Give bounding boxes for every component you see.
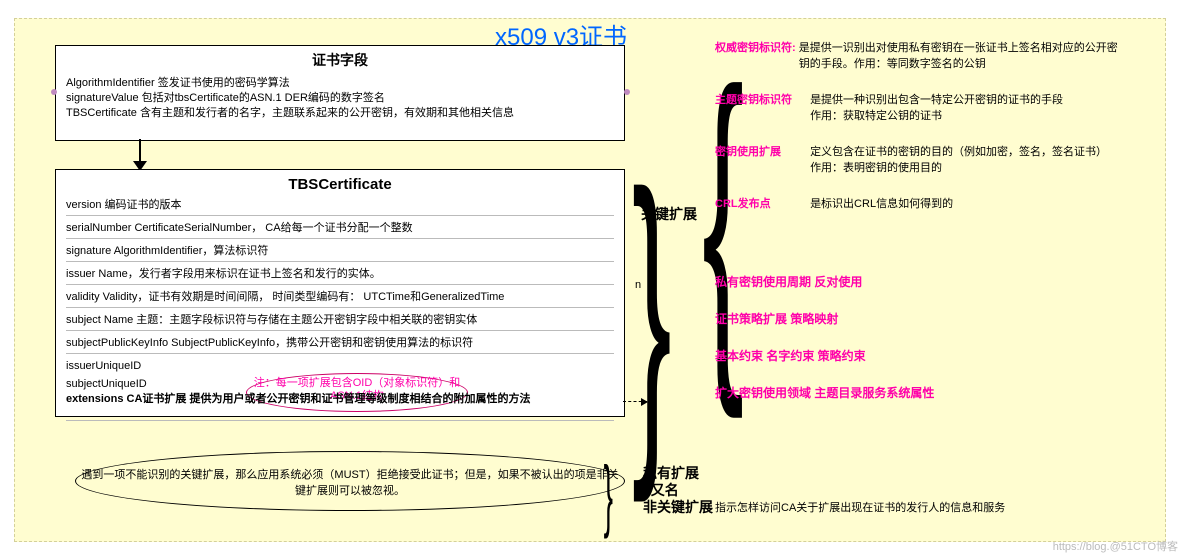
tbs-r5: validity Validity，证书有效期是时间间隔， 时间类型编码有： U…	[66, 288, 614, 304]
ext4-text: 是标识出CRL信息如何得到的	[810, 195, 1130, 211]
tbs-box: TBSCertificate version 编码证书的版本 serialNum…	[55, 169, 625, 417]
cert-fields-line2: signatureValue 包括对tbsCertificate的ASN.1 D…	[66, 91, 614, 106]
connector-dot-right	[624, 89, 630, 95]
arrow-shaft	[139, 139, 141, 163]
sep2	[66, 238, 614, 239]
tbs-heading: TBSCertificate	[66, 176, 614, 193]
cert-fields-box: 证书字段 AlgorithmIdentifier 签发证书使用的密码学算法 si…	[55, 45, 625, 141]
tbs-r8: issuerUniqueID	[66, 360, 141, 372]
key-extensions-list: 权威密钥标识符: 是提供一识别出对使用私有密钥在一张证书上签名相对应的公开密钥的…	[715, 39, 1155, 231]
sep1	[66, 215, 614, 216]
private-ext-l2: 又名	[651, 482, 679, 498]
pink-m2: 证书策略扩展 策略映射	[715, 310, 934, 327]
sep5	[66, 307, 614, 308]
ext-item-crl: CRL发布点 是标识出CRL信息如何得到的	[715, 195, 1155, 211]
watermark: https://blog.@51CTO博客	[1053, 538, 1178, 554]
tbs-r2: serialNumber CertificateSerialNumber， CA…	[66, 219, 614, 235]
sep3	[66, 261, 614, 262]
pink-m1: 私有密钥使用周期 反对使用	[715, 273, 934, 290]
tbs-r1: version 编码证书的版本	[66, 196, 614, 212]
pink-m3: 基本约束 名字约束 策略约束	[715, 347, 934, 364]
pink-ext-list: 私有密钥使用周期 反对使用 证书策略扩展 策略映射 基本约束 名字约束 策略约束…	[715, 273, 934, 421]
tbs-r6: subject Name 主题：主题字段标识符与存储在主题公开密钥字段中相关联的…	[66, 311, 614, 327]
ext-item-authority-key: 权威密钥标识符: 是提供一识别出对使用私有密钥在一张证书上签名相对应的公开密钥的…	[715, 39, 1155, 71]
connector-dot-left	[51, 89, 57, 95]
ext2-label: 主题密钥标识符	[715, 91, 807, 107]
sep6	[66, 330, 614, 331]
ext2-text: 是提供一种识别出包含一特定公开密钥的证书的手段 作用：获取特定公钥的证书	[810, 91, 1130, 123]
sep4	[66, 284, 614, 285]
sep8	[66, 420, 614, 421]
ext1-label: 权威密钥标识符:	[715, 39, 796, 55]
ext-item-subject-key: 主题密钥标识符 是提供一种识别出包含一特定公开密钥的证书的手段 作用：获取特定公…	[715, 91, 1155, 123]
cert-fields-line3: TBSCertificate 含有主题和发行者的名字，主题联系起来的公开密钥，有…	[66, 106, 614, 121]
cert-fields-line1: AlgorithmIdentifier 签发证书使用的密码学算法	[66, 76, 614, 91]
canvas: x509 v3证书 证书字段 AlgorithmIdentifier 签发证书使…	[14, 18, 1166, 542]
ext1-text: 是提供一识别出对使用私有密钥在一张证书上签名相对应的公开密钥的手段。作用：等同数…	[799, 39, 1119, 71]
private-ext-desc: 指示怎样访问CA关于扩展出现在证书的发行人的信息和服务	[715, 499, 1005, 515]
ext4-label: CRL发布点	[715, 195, 807, 211]
ext-item-key-usage: 密钥使用扩展 定义包含在证书的密钥的目的（例如加密，签名，签名证书） 作用：表明…	[715, 143, 1155, 175]
tbs-r4: issuer Name，发行者字段用来标识在证书上签名和发行的实体。	[66, 265, 614, 281]
must-reject-bubble: 遇到一项不能识别的关键扩展，那么应用系统必须（MUST）拒绝接受此证书；但是，如…	[75, 451, 625, 511]
key-ext-label: 关键扩展	[641, 204, 697, 224]
private-ext-l3: 非关键扩展	[643, 499, 713, 515]
tbs-r9: subjectUniqueID	[66, 378, 147, 390]
ext3-text: 定义包含在证书的密钥的目的（例如加密，签名，签名证书） 作用：表明密钥的使用目的	[810, 143, 1130, 175]
sep7	[66, 353, 614, 354]
cert-fields-heading: 证书字段	[66, 50, 614, 70]
ext3-label: 密钥使用扩展	[715, 143, 807, 159]
extensions-line: extensions CA证书扩展 提供为用户或者公开密钥和证书管理等级制度相结…	[66, 390, 530, 406]
tbs-r7: subjectPublicKeyInfo SubjectPublicKeyInf…	[66, 334, 614, 350]
pink-m4: 扩大密钥使用领域 主题目录服务系统属性	[715, 384, 934, 401]
private-ext-label: 私有扩展 又名 非关键扩展	[643, 465, 713, 515]
private-ext-l1: 私有扩展	[643, 465, 699, 481]
tbs-r3: signature AlgorithmIdentifier，算法标识符	[66, 242, 614, 258]
